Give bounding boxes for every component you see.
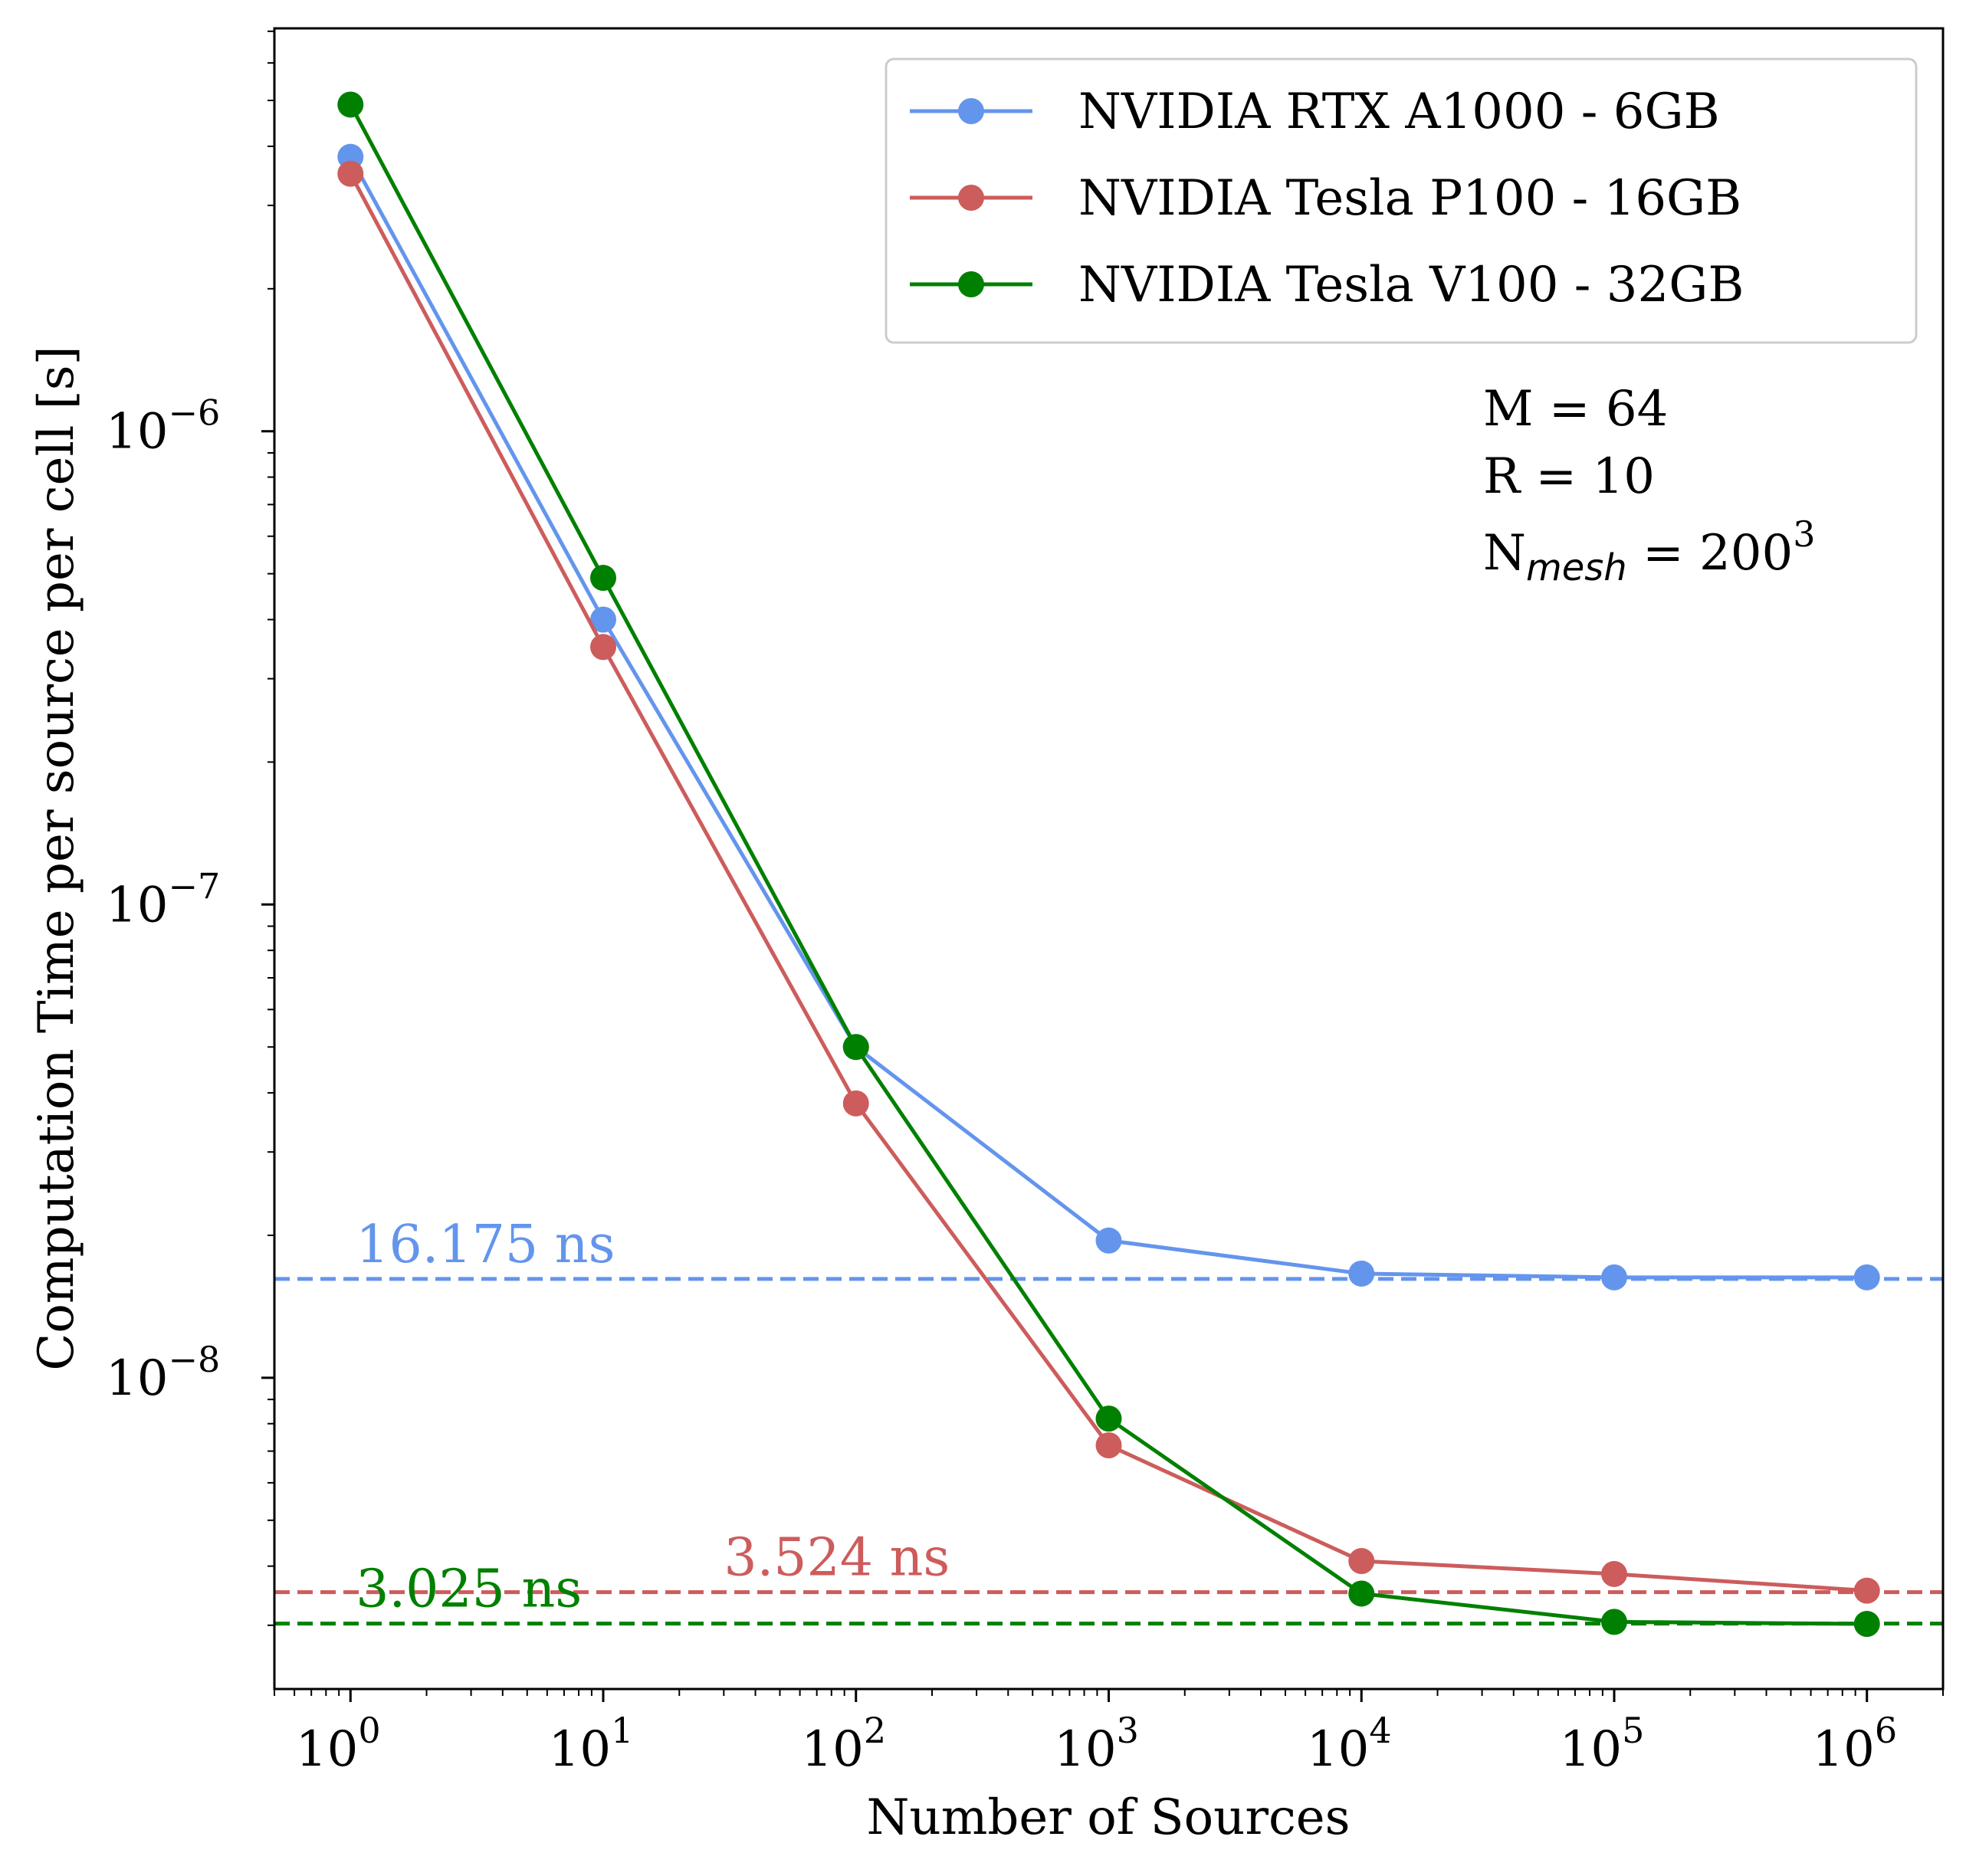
series-1-point-4 [1348,1548,1375,1575]
series-2-point-1 [590,565,617,592]
x-tick-base-5: 10 [1560,1721,1622,1778]
x-tick-base-0: 10 [296,1721,358,1778]
series-2-point-6 [1853,1611,1880,1638]
x-tick-label-1: 101 [549,1710,634,1778]
axis-ticks [261,30,1944,1702]
y-tick-label-1: 10−7 [106,865,220,933]
series-0-point-1 [590,606,617,633]
series-0-point-5 [1600,1264,1627,1291]
x-tick-exp-4: 4 [1369,1710,1391,1751]
legend-label-0: NVIDIA RTX A1000 - 6GB [1078,84,1720,140]
x-tick-label-4: 104 [1307,1710,1392,1778]
x-tick-base-3: 10 [1054,1721,1116,1778]
y-axis-label: Computation Time per source per cell [s] [28,346,85,1370]
annotation-r: R = 10 [1483,448,1655,505]
y-tick-label-0: 10−6 [106,392,220,461]
parameter-annotation: M = 64 R = 10 Nmesh = 2003 [1483,381,1815,589]
annotation-nmesh-sup: 3 [1793,513,1815,555]
y-tick-base-2: 10 [106,1350,168,1407]
y-tick-exp-0: −6 [168,392,220,434]
y-tick-exp-1: −7 [168,865,220,907]
series-1-point-1 [590,634,617,661]
y-tick-label-2: 10−8 [106,1339,220,1407]
y-tick-base-1: 10 [106,877,168,933]
reference-label-1: 3.524 ns [724,1528,950,1589]
legend-label-1: NVIDIA Tesla P100 - 16GB [1078,170,1741,227]
reference-label-2: 3.025 ns [356,1560,582,1620]
legend-marker-2 [958,271,984,297]
x-tick-base-2: 10 [801,1721,863,1778]
plot-content: 16.175 ns 3.524 ns 3.025 ns [274,91,1943,1638]
y-tick-base-0: 10 [106,404,168,461]
annotation-nmesh-mid: = 200 [1627,525,1793,582]
legend-marker-1 [958,185,984,211]
series-1-point-3 [1095,1432,1122,1458]
x-tick-exp-2: 2 [864,1710,886,1751]
x-tick-label-2: 102 [801,1710,886,1778]
series-2-point-3 [1095,1405,1122,1432]
x-tick-base-1: 10 [549,1721,611,1778]
series-2-point-2 [842,1034,869,1061]
series-1-point-5 [1600,1560,1627,1587]
series-0-point-6 [1853,1264,1880,1291]
legend-marker-0 [958,98,984,124]
x-tick-exp-3: 3 [1117,1710,1139,1751]
x-axis-label: Number of Sources [867,1789,1351,1846]
series-2-point-0 [337,91,364,118]
y-tick-exp-2: −8 [168,1339,220,1380]
x-tick-exp-1: 1 [611,1710,633,1751]
series-1-point-6 [1853,1577,1880,1604]
series-2-point-4 [1348,1580,1375,1607]
x-tick-exp-5: 5 [1622,1710,1644,1751]
annotation-nmesh: Nmesh = 2003 [1483,513,1815,589]
series-0-point-4 [1348,1260,1375,1287]
annotation-nmesh-prefix: N [1483,525,1526,582]
legend-label-2: NVIDIA Tesla V100 - 32GB [1078,257,1744,313]
legend: NVIDIA RTX A1000 - 6GB NVIDIA Tesla P100 … [885,57,1918,344]
series-2-point-5 [1600,1609,1627,1635]
x-tick-exp-6: 6 [1875,1710,1897,1751]
annotation-m: M = 64 [1483,381,1668,438]
series-1-point-2 [842,1090,869,1117]
x-tick-label-0: 100 [296,1710,381,1778]
series-1-point-0 [337,160,364,187]
x-tick-label-6: 106 [1812,1710,1897,1778]
x-tick-exp-0: 0 [358,1710,380,1751]
plot-area [274,91,1943,1638]
x-tick-base-4: 10 [1307,1721,1369,1778]
series-0-point-3 [1095,1227,1122,1254]
reference-label-0: 16.175 ns [356,1215,615,1275]
x-tick-label-3: 103 [1054,1710,1139,1778]
legend-box [885,57,1918,344]
annotation-nmesh-sub: mesh [1526,546,1627,589]
x-tick-label-5: 105 [1560,1710,1645,1778]
x-tick-base-6: 10 [1812,1721,1874,1778]
